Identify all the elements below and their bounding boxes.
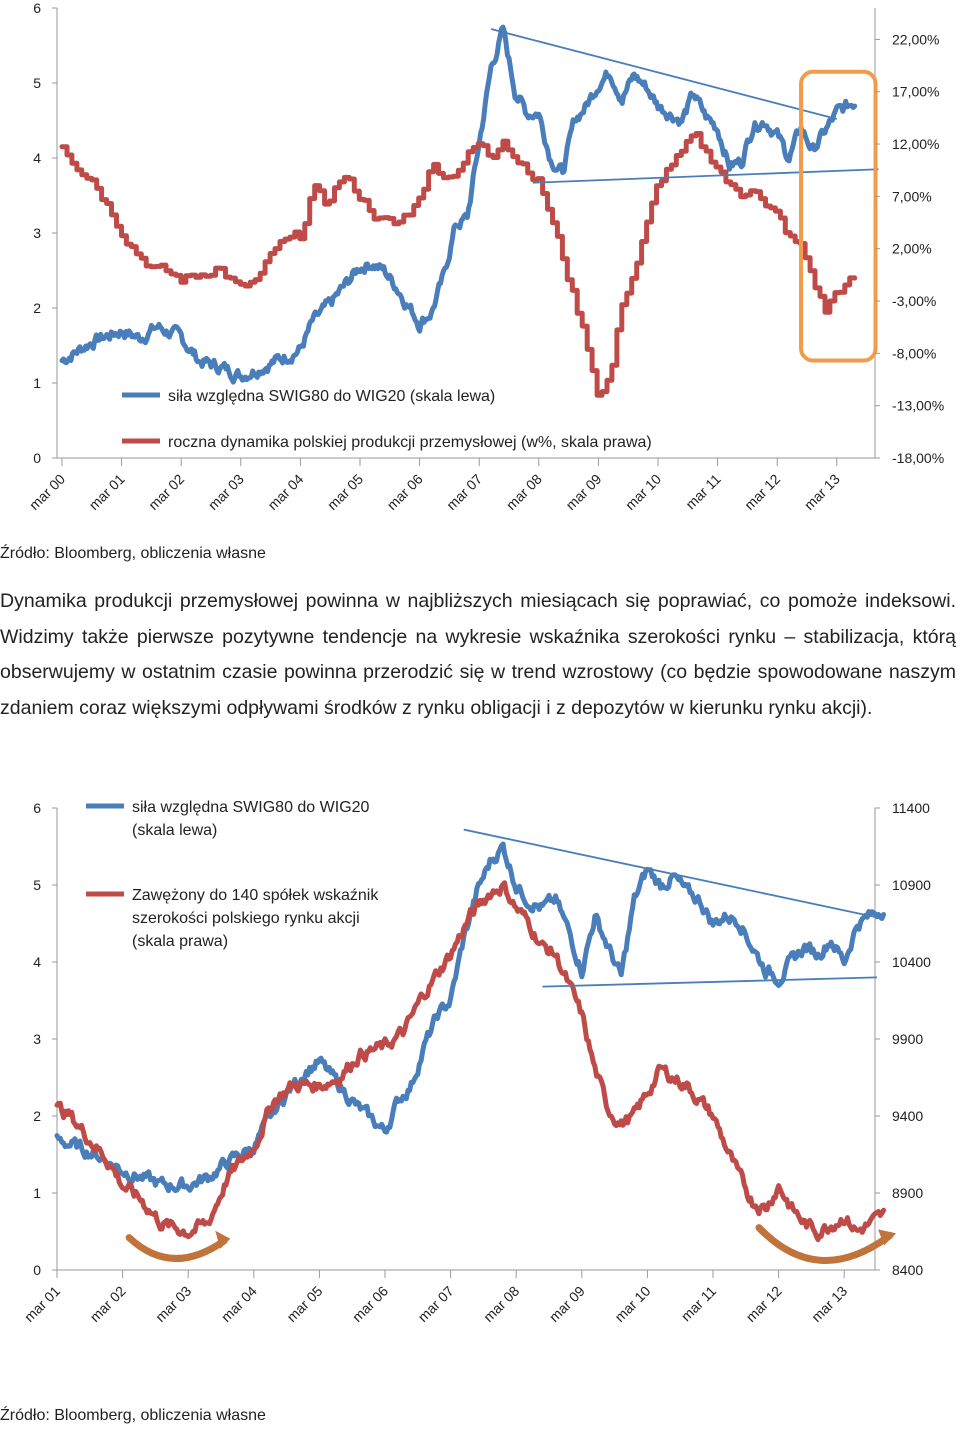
left-tick-label: 0 bbox=[33, 450, 41, 466]
source-note-1: Źródło: Bloomberg, obliczenia własne bbox=[0, 545, 266, 562]
legend-2-item-red-line3: (skala prawa) bbox=[132, 933, 228, 950]
right-tick-label: 11400 bbox=[892, 800, 930, 816]
series-red-line bbox=[54, 880, 887, 1243]
bottom-arc-arrow-left bbox=[125, 1234, 228, 1262]
highlight-box bbox=[799, 69, 878, 363]
left-tick-label: 0 bbox=[33, 1262, 41, 1278]
legend-1-item-blue: siła względna SWIG80 do WIG20 (skala lew… bbox=[168, 388, 495, 405]
arrowhead-right-icon bbox=[878, 1229, 897, 1246]
x-tick-label: mar 01 bbox=[21, 1283, 63, 1325]
right-tick-label: 10900 bbox=[892, 877, 931, 893]
chart-1-series bbox=[59, 24, 879, 398]
chart-2: 0 1 2 3 4 5 6 8400 8900 9400 9900 10400 10900 11400 ma… bbox=[21, 799, 931, 1325]
left-tick-label: 6 bbox=[33, 800, 41, 816]
x-tick-label: mar 07 bbox=[443, 471, 485, 513]
x-tick-label: mar 12 bbox=[741, 471, 783, 513]
left-tick-label: 4 bbox=[33, 150, 41, 166]
right-tick-label: 12,00% bbox=[892, 136, 939, 152]
legend-1-item-red: roczna dynamika polskiej produkcji przem… bbox=[168, 434, 652, 451]
support-trend-line bbox=[542, 976, 878, 988]
x-tick-label: mar 02 bbox=[87, 1283, 129, 1325]
x-tick-label: mar 09 bbox=[562, 471, 604, 513]
x-tick-label: mar 03 bbox=[152, 1283, 194, 1325]
x-tick-label: mar 01 bbox=[86, 471, 128, 513]
left-tick-label: 5 bbox=[33, 877, 41, 893]
x-tick-label: mar 13 bbox=[801, 471, 843, 513]
left-tick-label: 2 bbox=[33, 1108, 41, 1124]
right-tick-label: 2,00% bbox=[892, 241, 932, 257]
left-tick-label: 1 bbox=[33, 1185, 41, 1201]
x-tick-label: mar 11 bbox=[682, 471, 724, 513]
right-tick-label: 9900 bbox=[892, 1031, 923, 1047]
series-blue-line bbox=[59, 24, 858, 385]
x-tick-label: mar 11 bbox=[678, 1283, 720, 1325]
left-tick-label: 2 bbox=[33, 300, 41, 316]
x-tick-label: mar 06 bbox=[384, 471, 426, 513]
left-tick-label: 6 bbox=[33, 0, 41, 16]
x-tick-label: mar 05 bbox=[283, 1283, 325, 1325]
x-tick-label: mar 13 bbox=[808, 1283, 850, 1325]
left-tick-label: 1 bbox=[33, 375, 41, 391]
chart-2-series bbox=[54, 828, 897, 1264]
right-tick-label: 8400 bbox=[892, 1262, 923, 1278]
x-tick-label: mar 05 bbox=[324, 471, 366, 513]
x-tick-label: mar 04 bbox=[264, 471, 306, 513]
right-tick-label: 17,00% bbox=[892, 84, 939, 100]
x-tick-label: mar 03 bbox=[205, 471, 247, 513]
x-tick-label: mar 09 bbox=[546, 1283, 588, 1325]
x-tick-label: mar 00 bbox=[26, 471, 68, 513]
left-tick-label: 3 bbox=[33, 225, 41, 241]
support-trend-line bbox=[532, 168, 879, 184]
left-tick-label: 3 bbox=[33, 1031, 41, 1047]
right-tick-label: -8,00% bbox=[892, 345, 936, 361]
x-tick-label: mar 07 bbox=[415, 1283, 457, 1325]
left-tick-label: 4 bbox=[33, 954, 41, 970]
x-tick-label: mar 08 bbox=[503, 471, 545, 513]
x-tick-label: mar 02 bbox=[145, 471, 187, 513]
x-tick-label: mar 06 bbox=[349, 1283, 391, 1325]
falling-trend-line bbox=[463, 828, 878, 919]
series-red-line bbox=[59, 131, 858, 398]
chart-2-legend: siła względna SWIG80 do WIG20 (skala lew… bbox=[86, 799, 379, 950]
arrowhead-left-icon bbox=[215, 1230, 231, 1249]
source-note-2: Źródło: Bloomberg, obliczenia własne bbox=[0, 1407, 266, 1424]
legend-2-item-red-line1: Zawężony do 140 spółek wskaźnik bbox=[132, 887, 379, 904]
right-tick-label: 10400 bbox=[892, 954, 931, 970]
right-tick-label: -3,00% bbox=[892, 293, 936, 309]
right-tick-label: 7,00% bbox=[892, 188, 932, 204]
x-tick-label: mar 10 bbox=[622, 471, 664, 513]
x-tick-label: mar 04 bbox=[218, 1283, 260, 1325]
body-paragraph: Dynamika produkcji przemysłowej powinna … bbox=[0, 590, 956, 719]
chart-1-legend: siła względna SWIG80 do WIG20 (skala lew… bbox=[122, 388, 652, 451]
legend-2-item-blue-line1: siła względna SWIG80 do WIG20 bbox=[132, 799, 370, 816]
left-tick-label: 5 bbox=[33, 75, 41, 91]
chart-2-ticks: 0 1 2 3 4 5 6 8400 8900 9400 9900 10400 10900 11400 ma… bbox=[21, 800, 931, 1325]
right-tick-label: 22,00% bbox=[892, 31, 939, 47]
legend-2-item-blue-line2: (skala lewa) bbox=[132, 822, 217, 839]
right-tick-label: 8900 bbox=[892, 1185, 923, 1201]
right-tick-label: -13,00% bbox=[892, 398, 944, 414]
falling-trend-line bbox=[490, 28, 838, 120]
x-tick-label: mar 08 bbox=[480, 1283, 522, 1325]
right-tick-label: 9400 bbox=[892, 1108, 923, 1124]
right-tick-label: -18,00% bbox=[892, 450, 944, 466]
legend-2-item-red-line2: szerokości polskiego rynku akcji bbox=[132, 910, 360, 927]
chart-1: 0 1 2 3 4 5 6 -18,00% -13,00% -8,00% -3,00% 2,00% 7,… bbox=[26, 0, 944, 513]
x-tick-label: mar 10 bbox=[611, 1283, 653, 1325]
x-tick-label: mar 12 bbox=[743, 1283, 785, 1325]
bottom-arc-arrow-right bbox=[755, 1224, 894, 1264]
